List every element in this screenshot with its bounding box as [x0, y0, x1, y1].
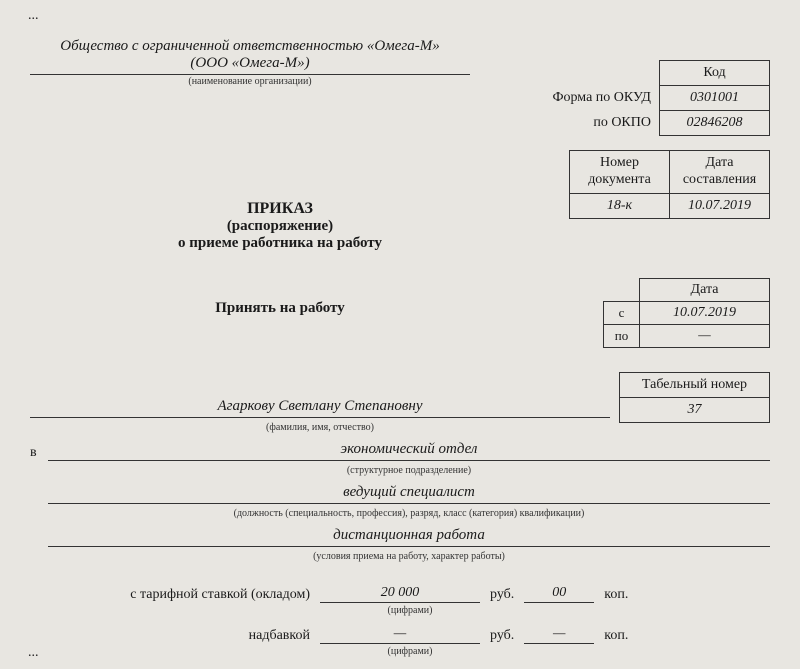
okud-value: 0301001 — [660, 86, 770, 111]
title-rasporyazhenie: (распоряжение) — [0, 218, 560, 235]
rub-unit-2: руб. — [480, 628, 524, 644]
fio-field: Агаркову Светлану Степановну — [30, 398, 610, 418]
organization-block: Общество с ограниченной ответственностью… — [30, 38, 470, 87]
document-page: ... Общество с ограниченной ответственно… — [0, 0, 800, 669]
docnum-header: Номер документа — [570, 151, 670, 194]
empty-cell — [551, 61, 659, 86]
docdate-header: Дата составления — [670, 151, 770, 194]
title-subject: о приеме работника на работу — [0, 235, 560, 252]
date-header: Дата — [640, 279, 770, 302]
org-caption: (наименование организации) — [30, 76, 470, 87]
date-range-table: Дата с 10.07.2019 по — — [603, 278, 770, 348]
bonus-kop: — — [524, 626, 594, 644]
fio-caption: (фамилия, имя, отчество) — [30, 422, 610, 433]
docnum-value: 18-к — [570, 193, 670, 218]
date-from-label: с — [604, 302, 640, 325]
rate-kop: 00 — [524, 585, 594, 603]
dept-caption: (структурное подразделение) — [48, 465, 770, 476]
worktype-caption: (условия приема на работу, характер рабо… — [48, 551, 770, 562]
kod-header: Код — [660, 61, 770, 86]
code-table: Код Форма по ОКУД 0301001 по ОКПО 028462… — [551, 60, 770, 136]
okpo-value: 02846208 — [660, 111, 770, 136]
kop-unit: коп. — [594, 587, 638, 603]
ellipsis-top: ... — [28, 8, 39, 24]
rate-value: 20 000 — [320, 585, 480, 603]
salary-block: с тарифной ставкой (окладом) 20 000 руб.… — [60, 585, 770, 667]
date-to-value: — — [640, 325, 770, 348]
rub-unit: руб. — [480, 587, 524, 603]
position-field: ведущий специалист — [48, 484, 770, 504]
rate-label: с тарифной ставкой (окладом) — [60, 587, 320, 603]
org-name-line2: (ООО «Омега-М») — [30, 55, 470, 72]
position-caption: (должность (специальность, профессия), р… — [48, 508, 770, 519]
worktype-field: дистанционная работа — [48, 527, 770, 547]
bonus-caption: (цифрами) — [330, 646, 490, 657]
v-label: в — [30, 445, 48, 461]
tabnum-header: Табельный номер — [620, 373, 770, 398]
docdate-value: 10.07.2019 — [670, 193, 770, 218]
okud-label: Форма по ОКУД — [551, 86, 659, 111]
dept-field: экономический отдел — [48, 441, 770, 461]
org-name-line1: Общество с ограниченной ответственностью… — [30, 38, 470, 55]
bonus-label: надбавкой — [60, 628, 320, 644]
date-from-value: 10.07.2019 — [640, 302, 770, 325]
hire-label: Принять на работу — [0, 300, 560, 317]
date-to-label: по — [604, 325, 640, 348]
kop-unit-2: коп. — [594, 628, 638, 644]
ellipsis-bottom: ... — [28, 645, 39, 661]
title-prikaz: ПРИКАЗ — [0, 200, 560, 218]
rate-caption: (цифрами) — [330, 605, 490, 616]
okpo-label: по ОКПО — [551, 111, 659, 136]
org-underline — [30, 74, 470, 75]
title-block: ПРИКАЗ (распоряжение) о приеме работника… — [0, 200, 560, 252]
form-lines: Агаркову Светлану Степановну (фамилия, и… — [30, 398, 770, 570]
bonus-value: — — [320, 626, 480, 644]
docnum-table: Номер документа Дата составления 18-к 10… — [569, 150, 770, 219]
